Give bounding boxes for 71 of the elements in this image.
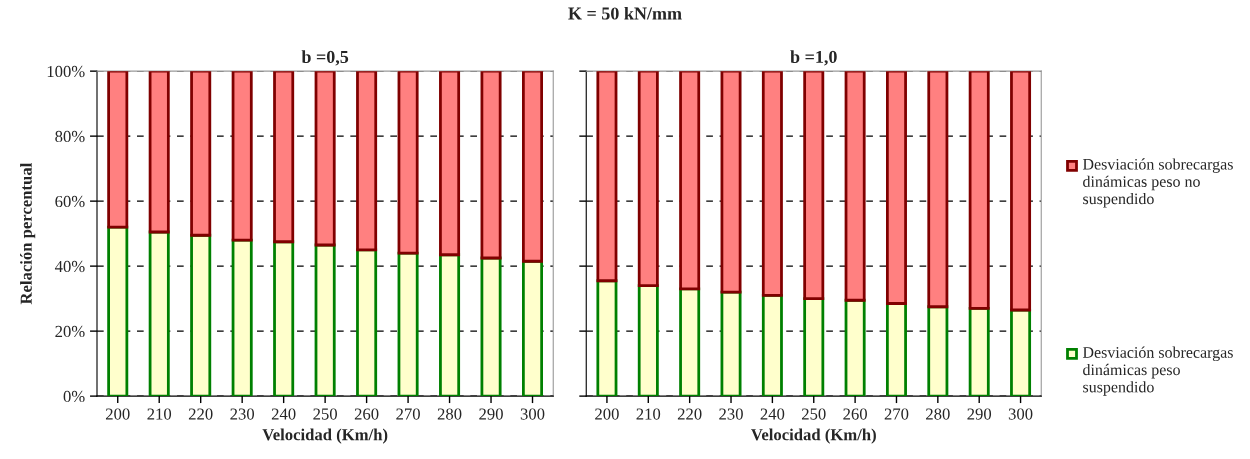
bar [480, 71, 502, 260]
x-tick-label: 260 [843, 408, 867, 420]
bar [637, 284, 659, 397]
x-tick-label: 270 [884, 408, 909, 420]
x-tick-label: 250 [313, 408, 337, 420]
x-tick-label: 230 [719, 408, 743, 420]
y-tick-label: 100% [47, 65, 85, 78]
x-tick-label: 210 [147, 408, 172, 420]
bar [231, 71, 253, 242]
bar [148, 71, 170, 234]
x-axis-title: Velocidad (Km/h) [262, 428, 388, 444]
bar [1010, 71, 1032, 312]
x-axis-title: Velocidad (Km/h) [751, 428, 876, 444]
x-tick-label: 280 [926, 408, 950, 420]
y-tick-label: 60% [55, 195, 85, 208]
text: K = 50 kN/mm [568, 6, 682, 20]
x-tick-label: 290 [479, 408, 503, 420]
bar [439, 253, 461, 397]
legend-label: Desviación sobrecargas dinámicas peso suspendido [1082, 346, 1233, 396]
x-tick-label: 220 [188, 408, 213, 420]
bar [190, 71, 212, 237]
bar [927, 71, 949, 309]
bar [480, 256, 502, 397]
y-tick-label: 80% [55, 130, 85, 143]
x-tick-label: 290 [967, 408, 992, 420]
y-axis-title: Relación percentual [20, 163, 36, 305]
bar [637, 71, 659, 288]
bar [803, 71, 825, 301]
bar [314, 71, 336, 247]
x-tick-label: 240 [760, 408, 785, 420]
x-tick-label: 280 [437, 408, 462, 420]
bar [356, 71, 378, 252]
y-tick-label: 0% [63, 390, 85, 403]
x-tick-label: 200 [595, 408, 619, 420]
chart-title: b =1,0 [790, 50, 837, 66]
x-tick-label: 240 [271, 408, 296, 420]
bar [397, 71, 419, 255]
bar [356, 248, 378, 397]
bar [439, 71, 461, 257]
x-tick-label: 210 [636, 408, 661, 420]
bar [596, 279, 618, 397]
bar [273, 71, 295, 244]
legend-label: Desviación sobrecargas dinámicas peso no suspendido [1082, 158, 1233, 208]
bar [968, 71, 990, 310]
bar [107, 71, 129, 229]
bar [1010, 308, 1032, 397]
y-tick-label: 40% [54, 260, 85, 273]
x-tick-label: 230 [230, 408, 255, 420]
bar [761, 71, 783, 297]
x-tick-label: 220 [677, 408, 702, 420]
x-tick-label: 270 [396, 408, 420, 420]
y-tick-label: 20% [55, 325, 85, 338]
bar [803, 297, 825, 397]
bar [844, 71, 866, 302]
bar [720, 71, 742, 294]
chart-title: b =0,5 [301, 50, 349, 66]
bar [885, 71, 907, 305]
x-tick-label: 260 [354, 408, 379, 420]
bar [927, 305, 949, 397]
bar [596, 71, 618, 283]
bar [522, 71, 544, 263]
x-tick-label: 300 [520, 408, 545, 420]
bar [314, 243, 336, 397]
bar [679, 287, 701, 397]
x-tick-label: 250 [801, 408, 826, 420]
bar [273, 240, 295, 397]
x-tick-label: 300 [1008, 408, 1033, 420]
bar [679, 71, 701, 291]
bar [148, 230, 170, 397]
x-tick-label: 200 [105, 408, 130, 420]
bar [885, 302, 907, 397]
